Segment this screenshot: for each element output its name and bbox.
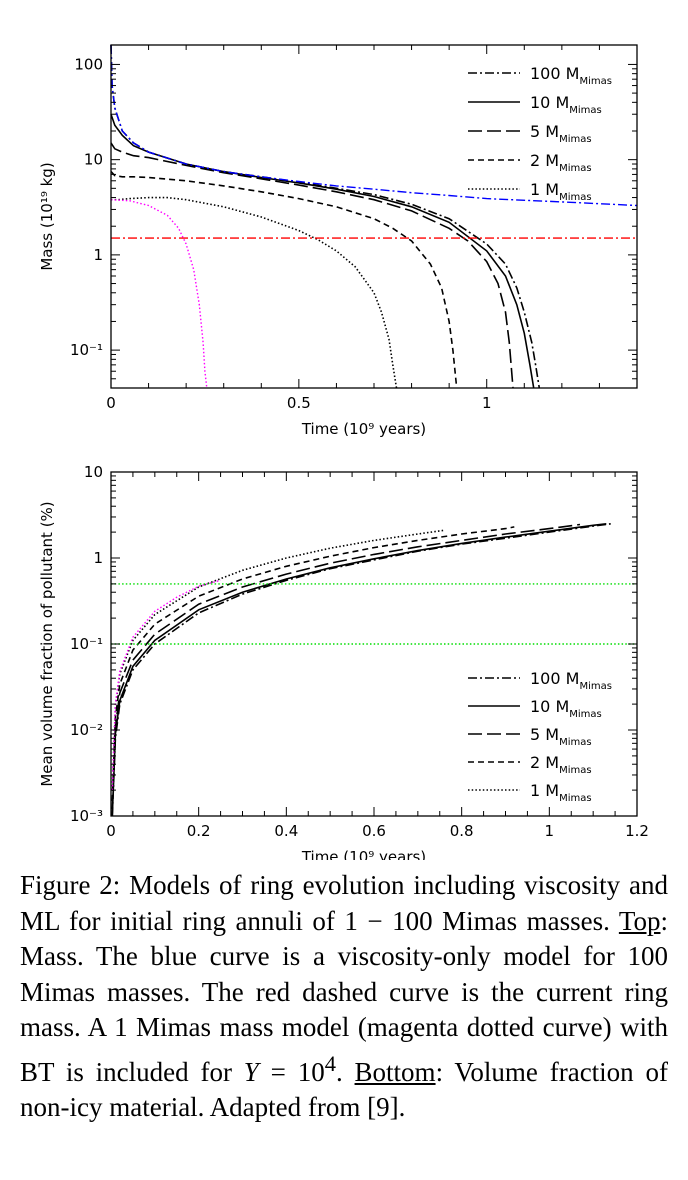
tick-marks <box>110 45 638 389</box>
y-tick-label: 1 <box>93 246 103 264</box>
caption-variable: Y <box>243 1056 259 1087</box>
x-tick-label: 1 <box>545 822 555 840</box>
series-line-10M-solid <box>111 523 607 817</box>
y-tick-label: 10⁻¹ <box>70 635 103 653</box>
legend: 100 MMimas 10 MMimas 5 MMimas 2 MMimas 1 MMi… <box>468 669 612 804</box>
series-line-2M-dashed <box>111 526 515 801</box>
x-tick-label: 0.5 <box>287 394 311 412</box>
series-group <box>111 523 637 817</box>
tick-marks <box>110 471 638 817</box>
legend-label: 2 MMimas <box>530 151 592 174</box>
y-tick-label: 10⁻³ <box>70 807 103 825</box>
legend-label: 5 MMimas <box>530 122 592 145</box>
series-line-100M-dashdot <box>110 44 541 389</box>
caption-top-label: Top <box>618 905 661 936</box>
series-line-5M-longdash <box>111 523 581 810</box>
y-tick-label: 100 <box>74 55 103 73</box>
x-tick-label: 0 <box>106 394 116 412</box>
series-line-5M-longdash <box>110 142 514 389</box>
legend-label: 1 MMimas <box>530 180 592 203</box>
y-tick-label: 10⁻¹ <box>70 341 103 359</box>
legend-label: 10 MMimas <box>530 697 602 720</box>
x-tick-label: 1.2 <box>625 822 649 840</box>
legend-label: 5 MMimas <box>530 725 592 748</box>
series-group <box>110 44 638 389</box>
y-tick-label: 1 <box>93 549 103 567</box>
y-tick-label: 10 <box>84 151 103 169</box>
series-line-2M-dashed <box>110 171 458 389</box>
caption-equation: = 10 <box>258 1056 325 1087</box>
legend: 100 MMimas 10 MMimas 5 MMimas 2 MMimas 1 MMi… <box>468 64 612 203</box>
series-line-0000ff-dashdot <box>110 44 638 207</box>
caption-bottom-label: Bottom <box>354 1056 436 1087</box>
legend-label: 100 MMimas <box>530 669 612 692</box>
series-line-ff00ff-dotted <box>110 199 208 389</box>
x-tick-label: 0.8 <box>450 822 474 840</box>
x-tick-label: 0.4 <box>274 822 298 840</box>
series-line-ff00ff-dotted <box>111 579 221 791</box>
y-axis-label: Mean volume fraction of pollutant (%) <box>38 501 56 786</box>
caption-text-2: : Mass. The blue curve is a viscosity-on… <box>20 905 668 1087</box>
figure-caption: Figure 2: Models of ring evolution inclu… <box>20 868 668 1126</box>
x-tick-label: 0.6 <box>362 822 386 840</box>
x-tick-label: 0.2 <box>187 822 211 840</box>
y-tick-label: 10 <box>84 463 103 481</box>
x-axis-label: Time (10⁹ years) <box>301 420 426 438</box>
caption-text-4: : Volume fraction of non-icy material. A… <box>20 1056 669 1123</box>
legend-label: 1 MMimas <box>530 781 592 804</box>
caption-text-1: Models of ring evolution including visco… <box>20 870 668 936</box>
bottom-panel-pollutant: 0 0.2 0.4 0.6 0.8 1 1.2 10 1 10⁻¹ 10⁻² 10⁻³ Time (10… <box>38 463 649 860</box>
caption-label: Figure 2: <box>20 870 121 900</box>
caption-exponent: 4 <box>324 1050 336 1076</box>
legend-label: 100 MMimas <box>530 64 612 87</box>
caption-text-3: . <box>335 1056 355 1087</box>
y-axis-label: Mass (10¹⁹ kg) <box>38 162 56 270</box>
series-line-1M-dotted <box>111 196 398 389</box>
x-axis-label: Time (10⁹ years) <box>301 848 426 860</box>
x-tick-label: 1 <box>482 394 492 412</box>
series-line-10M-solid <box>110 113 535 389</box>
series-line-100M-dashdot <box>111 523 611 817</box>
legend-label: 10 MMimas <box>530 93 602 116</box>
legend-label: 2 MMimas <box>530 753 592 776</box>
x-tick-label: 0 <box>106 822 116 840</box>
top-panel-mass: 0 0.5 1 100 10 1 10⁻¹ Time (10⁹ years) Mass (10¹… <box>38 44 638 438</box>
y-tick-label: 10⁻² <box>70 721 103 739</box>
